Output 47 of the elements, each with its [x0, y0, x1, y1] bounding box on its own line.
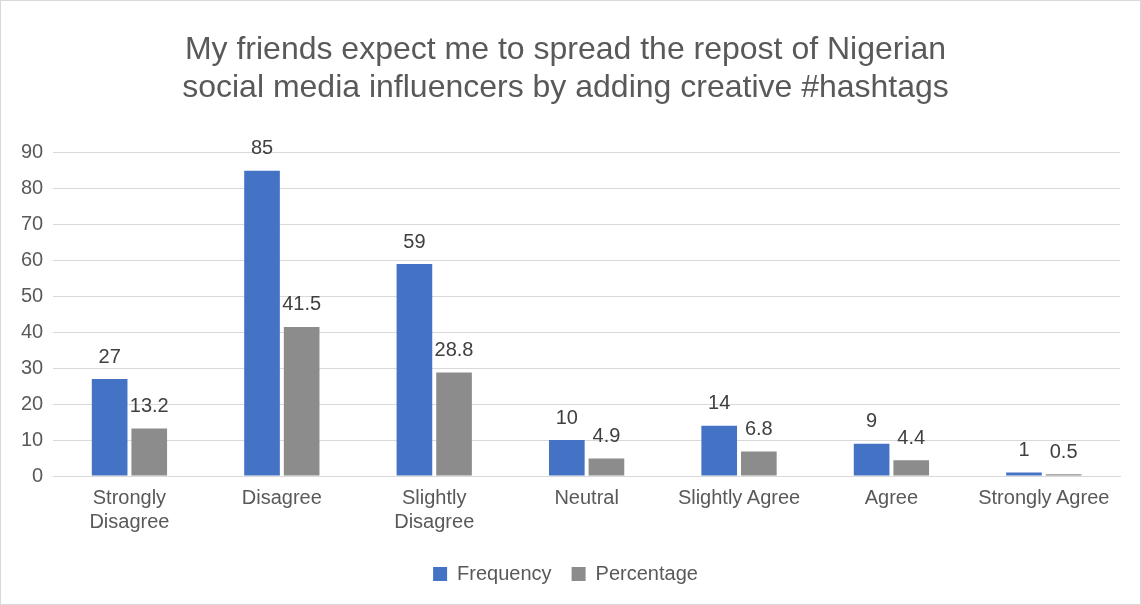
bar	[853, 443, 890, 476]
bar	[436, 372, 472, 476]
data-label: 27	[98, 344, 121, 367]
data-label: 85	[250, 136, 274, 159]
x-tick-label: Strongly Agree	[978, 485, 1110, 508]
data-label: 14	[708, 391, 731, 414]
x-tick-label: Disagree	[241, 485, 322, 508]
x-tick-label: Slightly Disagree	[394, 485, 475, 532]
bar	[396, 264, 433, 476]
y-tick-label: 10	[21, 427, 44, 450]
data-label: 59	[403, 229, 426, 252]
data-label: 6.8	[744, 417, 773, 440]
bar	[91, 379, 128, 476]
x-tick-label: Strongly Disagree	[89, 485, 170, 532]
y-tick-label: 70	[21, 212, 44, 235]
y-tick-label: 20	[21, 391, 44, 414]
data-label: 1	[1018, 437, 1030, 460]
data-label: 41.5	[282, 292, 322, 315]
y-tick-label: 40	[21, 319, 44, 342]
x-tick-label: Slightly Agree	[677, 485, 801, 508]
y-tick-label: 90	[21, 140, 44, 163]
bar	[283, 326, 320, 476]
bar	[1006, 472, 1042, 476]
legend-label: Percentage	[595, 561, 698, 584]
data-label: 4.9	[592, 423, 621, 446]
bar	[131, 428, 168, 476]
bar	[893, 460, 930, 476]
bar	[701, 425, 738, 476]
bar	[244, 170, 280, 476]
y-tick-label: 50	[21, 283, 44, 306]
chart-title: My friends expect me to spread the repost of Nigerian social media influencers by adding creative #hashtags	[182, 30, 949, 105]
x-tick-label: Agree	[864, 485, 919, 508]
data-label: 10	[555, 405, 578, 428]
y-tick-label: 80	[21, 176, 44, 199]
data-label: 28.8	[434, 338, 474, 361]
data-label: 13.2	[129, 394, 169, 417]
x-tick-label: Neutral	[554, 485, 619, 508]
data-label: 9	[866, 409, 878, 432]
y-tick-label: 60	[21, 248, 44, 271]
data-label: 0.5	[1049, 439, 1078, 462]
bar	[741, 451, 777, 476]
data-label: 4.4	[897, 425, 926, 448]
bar	[588, 458, 625, 476]
bar	[548, 440, 585, 476]
legend-label: Frequency	[457, 561, 552, 584]
y-tick-label: 30	[21, 355, 44, 378]
y-tick-label: 0	[32, 463, 44, 486]
